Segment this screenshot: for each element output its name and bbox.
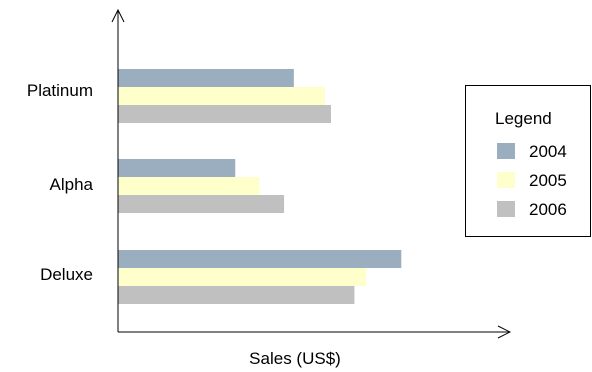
bar-alpha-2006 bbox=[118, 195, 285, 213]
bar-alpha-2005 bbox=[118, 177, 260, 195]
bar-platinum-2004 bbox=[118, 69, 294, 87]
y-axis-arrowhead bbox=[111, 8, 125, 23]
legend-swatch-2005 bbox=[497, 172, 515, 188]
bar-deluxe-2005 bbox=[118, 268, 367, 286]
legend-label-2004: 2004 bbox=[529, 142, 567, 161]
category-labels: Platinum Alpha Deluxe bbox=[27, 81, 94, 284]
legend-swatch-2004 bbox=[497, 143, 515, 159]
bar-deluxe-2006 bbox=[118, 286, 355, 304]
category-label-deluxe: Deluxe bbox=[40, 265, 93, 284]
x-axis-arrowhead bbox=[497, 325, 512, 339]
bar-platinum-2006 bbox=[118, 105, 331, 123]
bar-alpha-2004 bbox=[118, 159, 236, 177]
legend-label-2006: 2006 bbox=[529, 200, 567, 219]
legend-title: Legend bbox=[495, 109, 552, 128]
legend: Legend 2004 2005 2006 bbox=[465, 85, 591, 237]
category-label-alpha: Alpha bbox=[50, 175, 94, 194]
legend-box bbox=[465, 85, 591, 237]
legend-label-2005: 2005 bbox=[529, 171, 567, 190]
bars-group bbox=[118, 69, 402, 304]
bar-platinum-2005 bbox=[118, 87, 326, 105]
legend-swatch-2006 bbox=[497, 201, 515, 217]
legend-items: 2004 2005 2006 bbox=[497, 142, 567, 219]
category-label-platinum: Platinum bbox=[27, 81, 93, 100]
x-axis-title: Sales (US$) bbox=[249, 349, 341, 368]
bar-deluxe-2004 bbox=[118, 250, 402, 268]
